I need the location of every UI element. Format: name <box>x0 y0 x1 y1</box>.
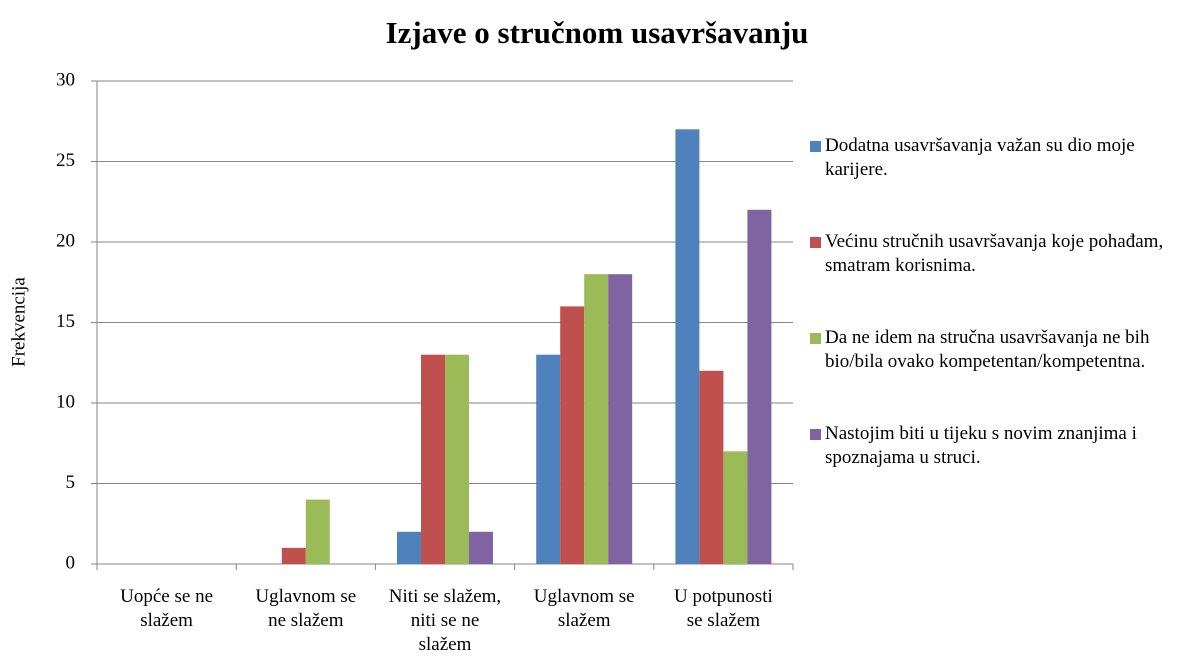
legend-label: Većinu stručnih usavršavanja koje pohađa… <box>825 231 1163 276</box>
bar <box>723 451 748 564</box>
x-tick-label: Uopće se ne slažem <box>120 586 213 631</box>
legend-label: Nastojim biti u tijeku s novim znanjima … <box>825 423 1137 468</box>
bar <box>536 354 561 564</box>
x-tick-label: Niti se slažem, niti se ne slažem <box>389 586 501 655</box>
bar <box>281 547 306 564</box>
legend-swatch <box>810 141 821 152</box>
bar <box>397 531 421 564</box>
bar <box>421 354 445 564</box>
y-tick-label: 25 <box>56 150 75 171</box>
legend-swatch <box>810 333 821 344</box>
y-tick-label: 10 <box>56 391 75 412</box>
legend-label: Dodatna usavršavanja važan su dio moje ka… <box>825 135 1135 180</box>
x-tick-label: U potpunosti se slažem <box>674 586 773 631</box>
y-axis-label: Frekvencija <box>8 277 29 367</box>
bar <box>469 531 493 564</box>
bar <box>747 209 772 565</box>
x-tick-label: Uglavnom se slažem <box>534 586 635 631</box>
legend-swatch <box>810 429 821 440</box>
bar <box>305 499 330 564</box>
y-tick-label: 15 <box>56 311 75 332</box>
y-tick-label: 5 <box>66 472 76 493</box>
bar <box>608 274 633 564</box>
bar <box>675 129 700 565</box>
chart-title: Izjave o stručnom usavršavanju <box>386 15 809 50</box>
bar <box>445 354 469 564</box>
bar <box>584 274 609 564</box>
bar <box>560 306 585 564</box>
bar <box>699 370 724 564</box>
y-tick-label: 20 <box>56 230 75 251</box>
legend-swatch <box>810 237 821 248</box>
legend-label: Da ne idem na stručna usavršavanja ne bi… <box>825 327 1150 372</box>
y-tick-label: 0 <box>66 552 76 573</box>
x-tick-label: Uglavnom se ne slažem <box>255 586 356 631</box>
y-tick-label: 30 <box>56 69 75 90</box>
